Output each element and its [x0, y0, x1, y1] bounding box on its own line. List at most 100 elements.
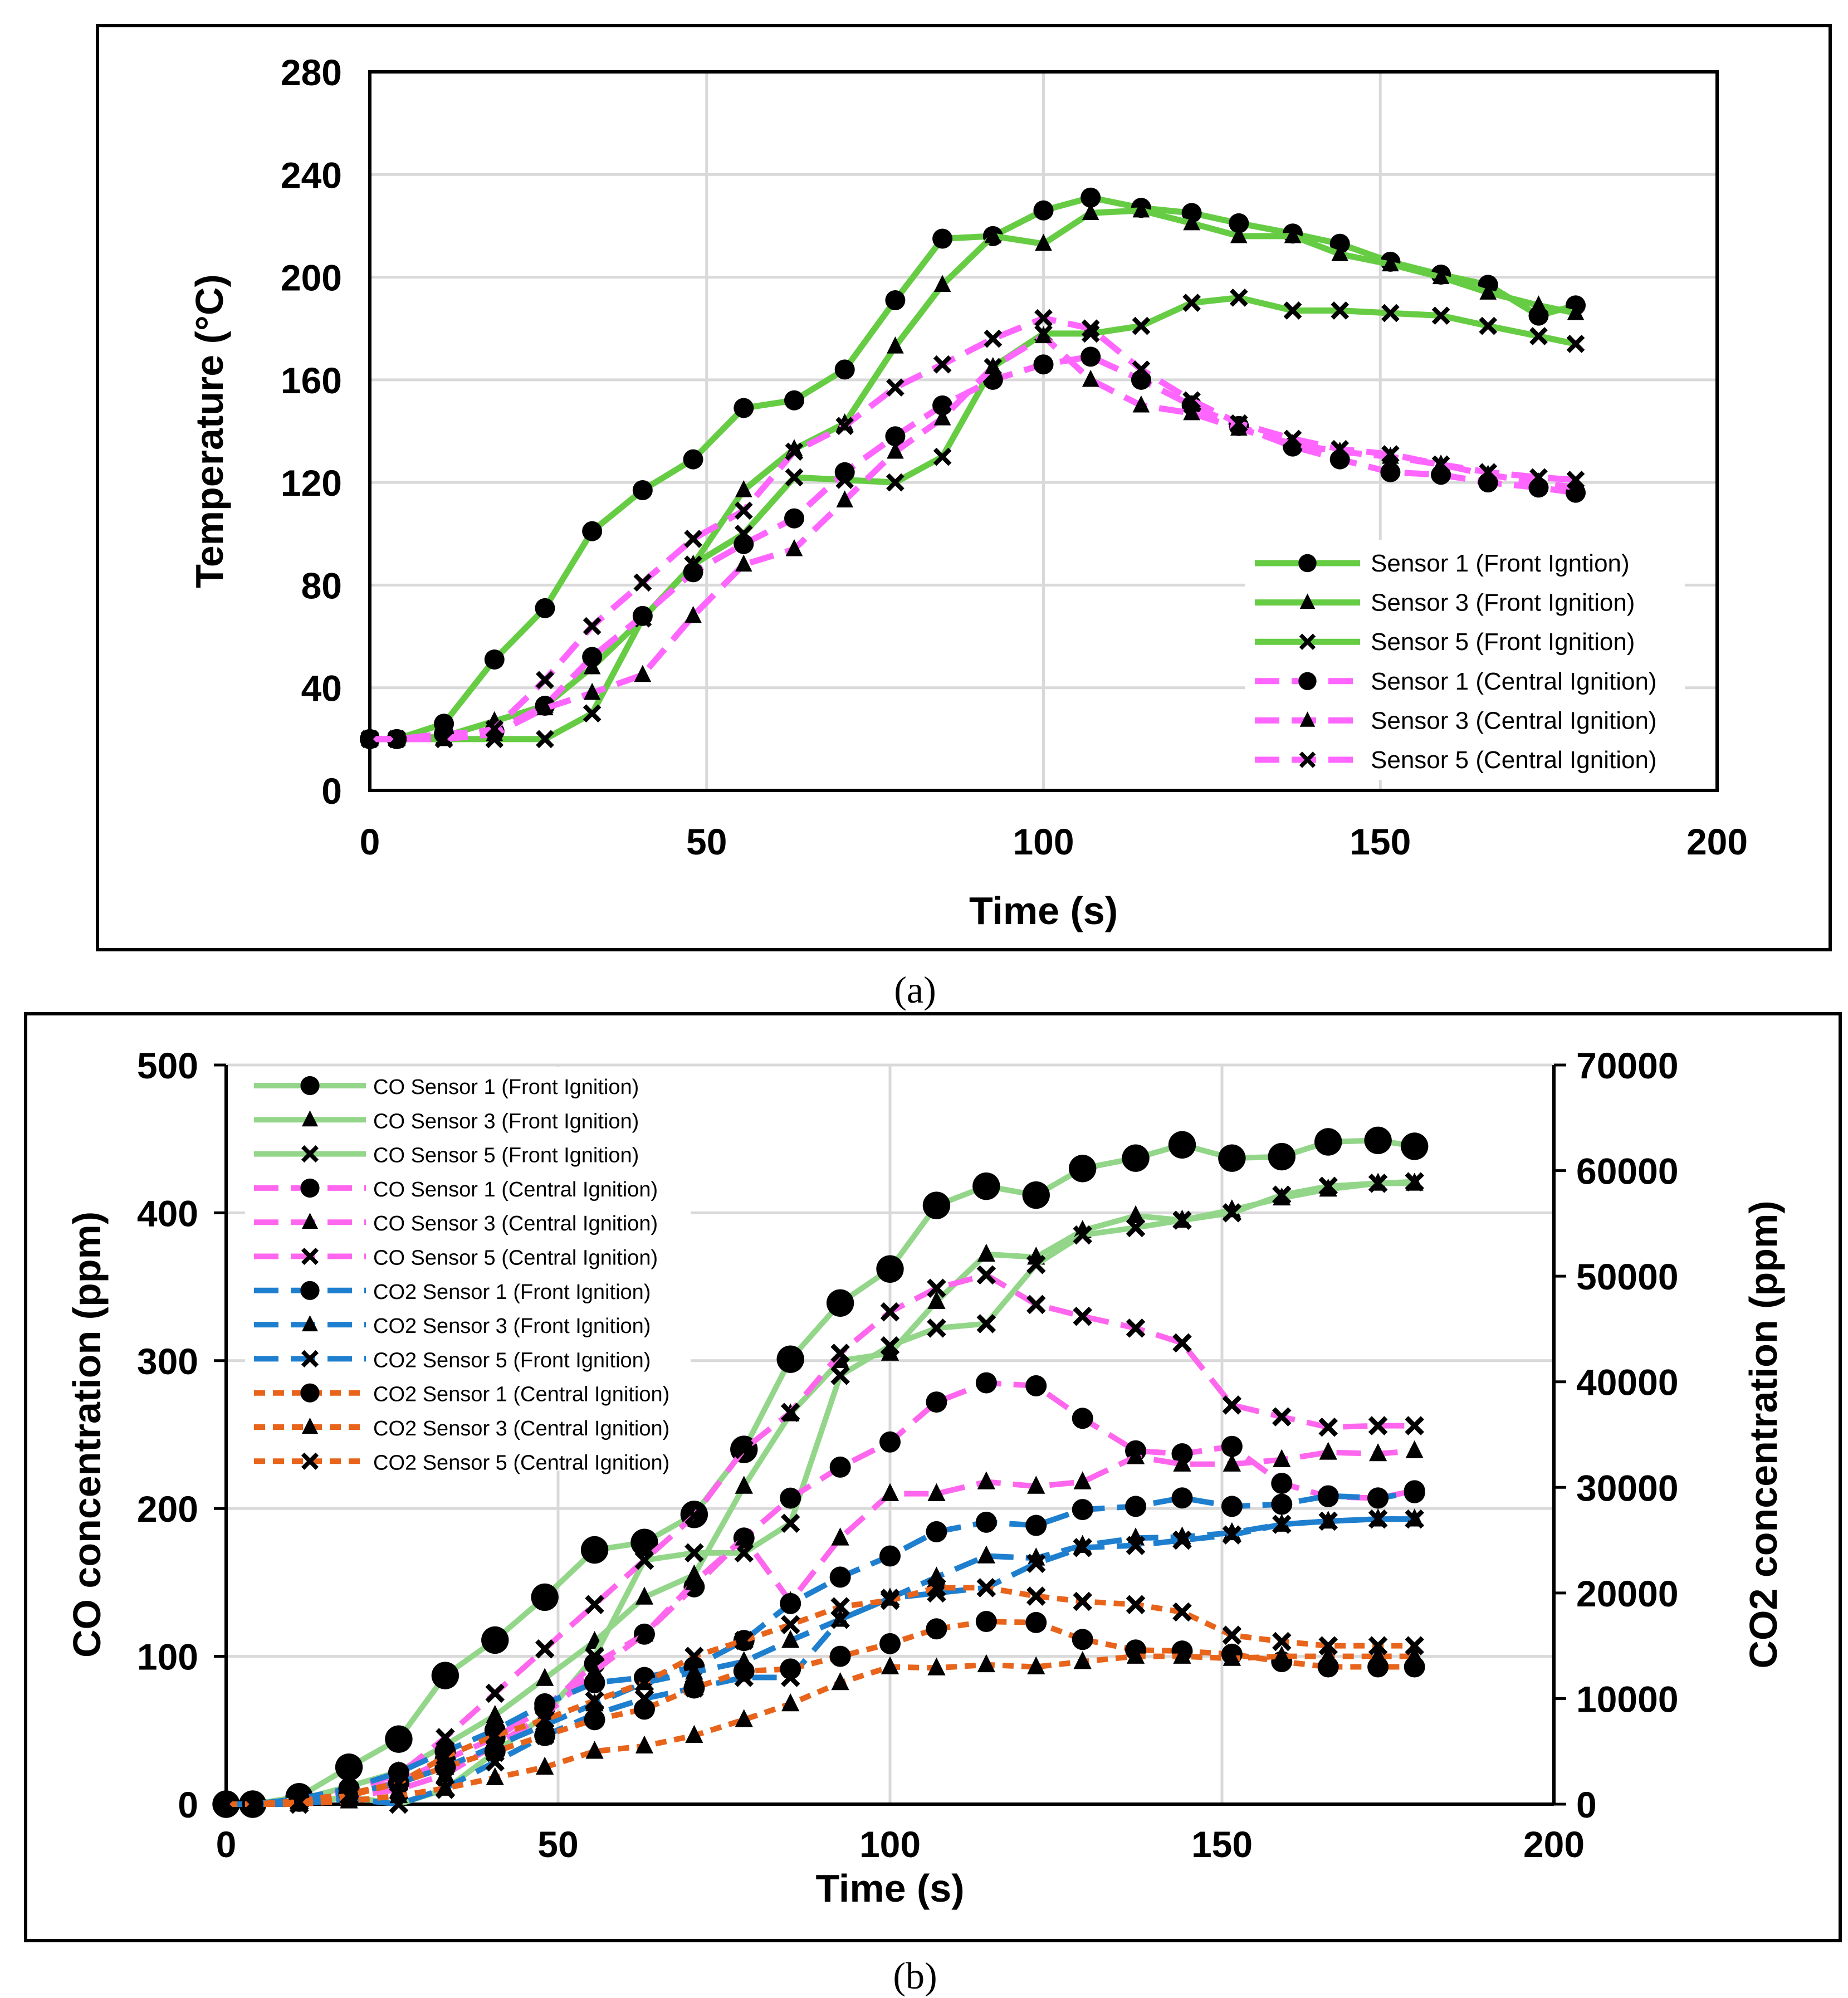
legend-label: Sensor 5 (Central Ignition) [1371, 746, 1657, 774]
data-point [582, 647, 603, 667]
data-point [1318, 1511, 1338, 1531]
data-point [1221, 1496, 1243, 1517]
data-point [885, 290, 906, 311]
data-point [633, 1698, 655, 1720]
series-line [226, 1653, 1415, 1807]
data-point [1364, 1126, 1392, 1155]
data-point [1404, 1482, 1425, 1503]
data-point [1405, 1509, 1424, 1529]
data-point [1132, 360, 1151, 379]
data-point [535, 1710, 555, 1730]
legend-label: CO2 Sensor 3 (Central Ignition) [373, 1417, 669, 1440]
data-point [1022, 1181, 1050, 1209]
y-tick-label: 0 [321, 770, 342, 812]
data-point [976, 1314, 996, 1333]
data-point [932, 228, 953, 249]
data-point [1229, 213, 1249, 233]
data-point [1126, 1536, 1146, 1555]
series-line [370, 294, 1577, 742]
x-tick-label: 0 [216, 1824, 237, 1865]
y-axis-title: CO concentration (ppm) [65, 1211, 109, 1658]
legend-item: CO2 Sensor 3 (Central Ignition) [254, 1417, 669, 1440]
data-point [926, 1618, 947, 1640]
data-point [1122, 1144, 1150, 1172]
legend-marker-circle [300, 1383, 320, 1403]
data-point [1567, 303, 1585, 320]
y-tick-label: 40 [301, 668, 342, 709]
legend-marker-triangle [1299, 593, 1316, 609]
data-point [632, 605, 653, 626]
x-tick-label: 150 [1350, 821, 1411, 862]
data-point [784, 390, 804, 411]
data-point [975, 1611, 997, 1633]
data-point [1072, 1499, 1093, 1521]
data-point [1223, 1648, 1241, 1666]
data-point [1126, 1205, 1145, 1224]
data-point [1230, 226, 1248, 243]
legend-item: CO Sensor 1 (Central Ignition) [254, 1178, 658, 1201]
y-tick-label: 100 [137, 1636, 198, 1678]
data-point [1073, 1651, 1092, 1669]
data-point [1073, 1225, 1092, 1245]
x-axis-title: Time (s) [815, 1867, 964, 1910]
data-point [1082, 203, 1099, 220]
data-point [776, 1345, 804, 1373]
data-point [1126, 1595, 1146, 1614]
y2-tick-label: 40000 [1576, 1362, 1679, 1403]
data-point [734, 534, 754, 554]
data-point [733, 1660, 755, 1682]
legend-label: CO2 Sensor 5 (Front Ignition) [373, 1349, 651, 1372]
data-point [836, 490, 853, 507]
data-point [583, 704, 602, 723]
x-tick-label: 100 [1013, 821, 1074, 862]
legend-marker-triangle [301, 1417, 319, 1434]
data-point [1026, 1554, 1046, 1574]
data-point [734, 1630, 754, 1650]
data-point [685, 1647, 704, 1666]
y-tick-label: 80 [301, 565, 342, 606]
data-point [1222, 1203, 1242, 1223]
legend-marker-triangle [301, 1315, 319, 1332]
data-point [585, 1595, 604, 1614]
legend-marker-x [1299, 751, 1316, 768]
y2-axis-title: CO2 concentration (ppm) [1742, 1200, 1785, 1668]
data-point [975, 1372, 997, 1394]
data-point [1331, 244, 1348, 261]
data-point [1035, 326, 1052, 344]
data-point [1173, 1453, 1191, 1472]
legend-marker-x [301, 1145, 319, 1163]
data-point [835, 417, 854, 436]
legend-label: CO2 Sensor 1 (Front Ignition) [373, 1281, 651, 1304]
series-line [226, 1585, 1415, 1807]
data-point [830, 1344, 850, 1363]
data-point [1271, 1493, 1293, 1515]
data-point [977, 1654, 995, 1673]
data-point [1132, 316, 1151, 335]
data-point [734, 501, 753, 520]
data-point [927, 1483, 946, 1501]
legend-marker-x [301, 1247, 319, 1266]
data-point [1479, 463, 1498, 482]
data-point [1318, 1636, 1338, 1655]
data-point [1331, 301, 1350, 320]
data-point [685, 1725, 703, 1743]
legend-marker-circle [300, 1178, 320, 1198]
data-point [583, 617, 602, 636]
data-point [1368, 1645, 1387, 1664]
legend-label: CO Sensor 3 (Central Ignition) [373, 1212, 658, 1235]
temperature-chart: 0 50 100 150 200 0 40 80 120 160 200 240 280 Time (s)… [188, 52, 1748, 932]
series-1 [212, 1126, 1429, 1818]
legend-label: Sensor 1 (Front Igntion) [1371, 550, 1630, 577]
data-point [1026, 1255, 1046, 1274]
data-point [683, 1677, 705, 1699]
data-point [784, 508, 804, 529]
x-tick-label: 50 [686, 821, 727, 862]
data-point [879, 1633, 901, 1654]
y2-tick-label: 30000 [1576, 1467, 1679, 1508]
data-point [1380, 462, 1401, 482]
data-point [780, 1592, 801, 1614]
y-tick-label: 280 [281, 52, 342, 93]
data-point [534, 1693, 556, 1714]
data-point [685, 1662, 703, 1680]
